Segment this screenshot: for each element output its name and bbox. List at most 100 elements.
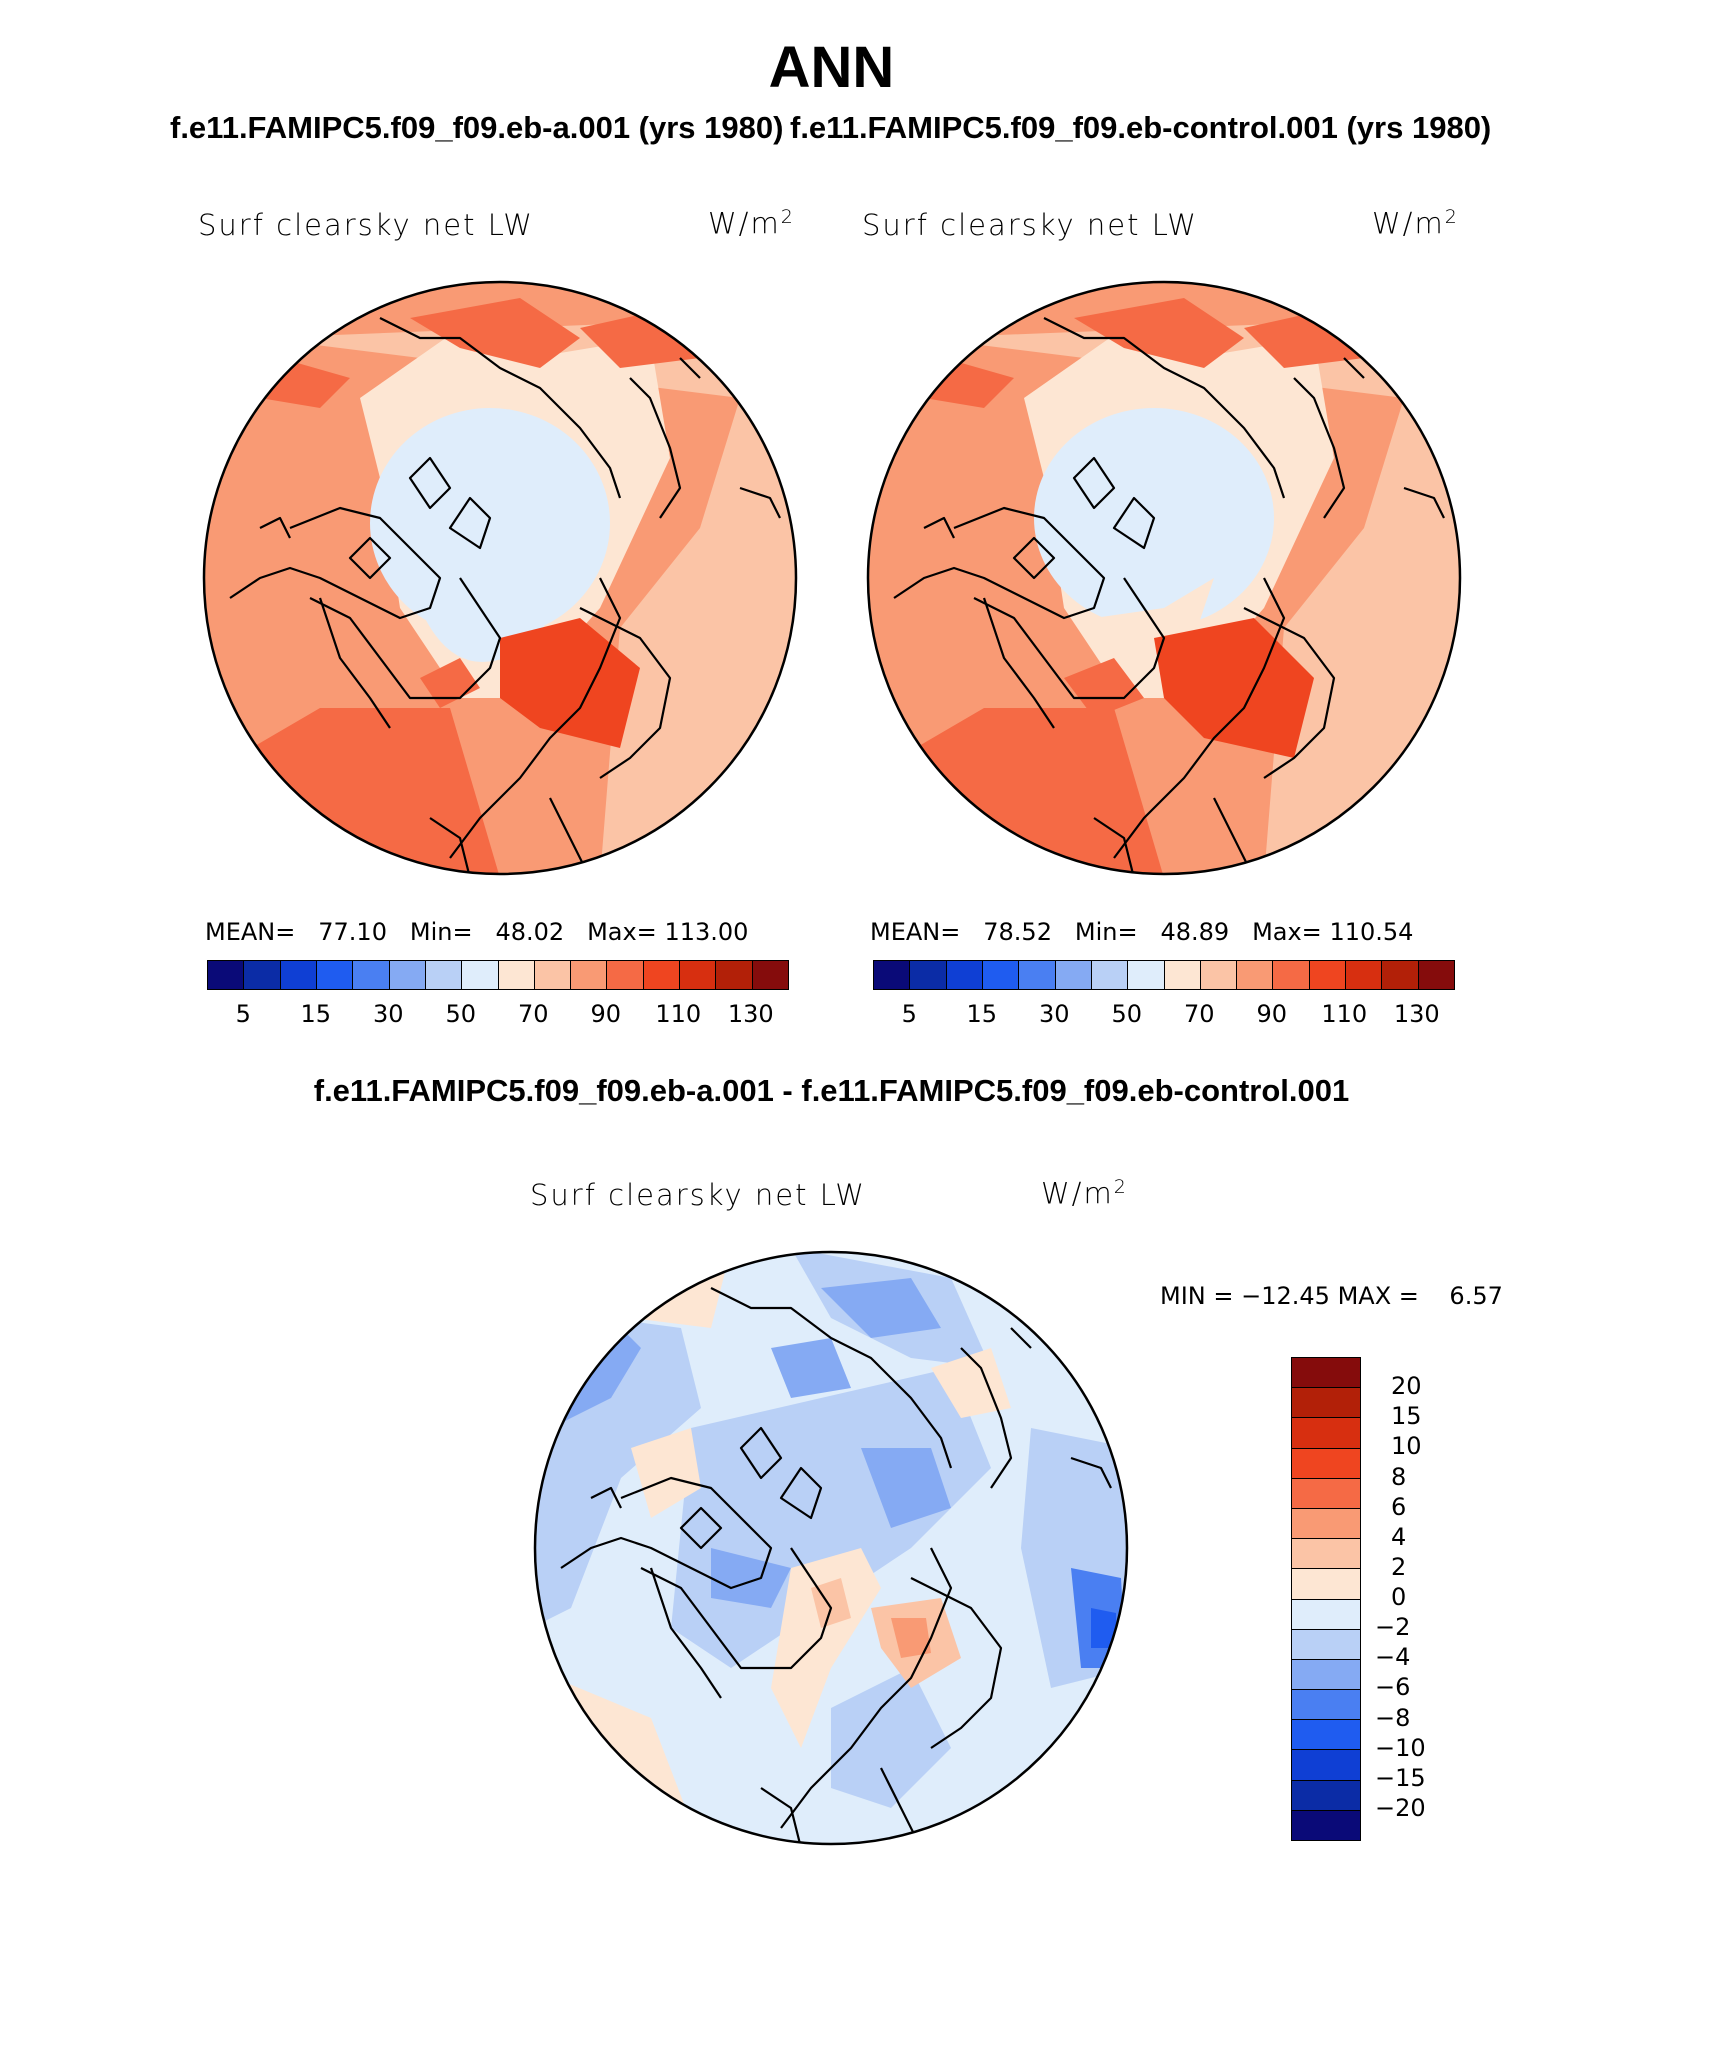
diff-colorbar-tick-label: −8 bbox=[1375, 1703, 1411, 1732]
case1-title: f.e11.FAMIPC5.f09_f09.eb-a.001 (yrs 1980… bbox=[170, 110, 784, 145]
case1-colorbar bbox=[207, 960, 789, 990]
case1-colorbar-swatch bbox=[607, 961, 644, 989]
case1-colorbar-tick-label: 70 bbox=[517, 1000, 549, 1028]
case1-unit-label: W/m2 bbox=[708, 206, 795, 241]
diff-colorbar-swatch bbox=[1292, 1659, 1360, 1691]
diff-colorbar-tick-label: 10 bbox=[1391, 1432, 1422, 1461]
case1-colorbar-tick-label: 110 bbox=[655, 1000, 702, 1028]
case2-colorbar-tick-label: 130 bbox=[1393, 1000, 1440, 1028]
diff-colorbar-tick-label: 15 bbox=[1391, 1402, 1422, 1431]
case2-stats: MEAN= 78.52 Min= 48.89 Max= 110.54 bbox=[870, 918, 1414, 946]
case2-colorbar-ticks: 5 15 30 50 70 90 110 130 bbox=[873, 1000, 1453, 1030]
diff-colorbar-swatch bbox=[1292, 1569, 1360, 1600]
case2-colorbar-swatch bbox=[874, 961, 911, 989]
diff-unit-label: W/m2 bbox=[1041, 1176, 1128, 1211]
diff-colorbar-tick-label: −10 bbox=[1375, 1733, 1426, 1762]
diff-colorbar-tick-label: −2 bbox=[1375, 1613, 1411, 1642]
diff-polar-map bbox=[533, 1250, 1129, 1846]
diff-colorbar-tick-label: 2 bbox=[1391, 1552, 1407, 1581]
case2-colorbar-swatch bbox=[1418, 961, 1454, 989]
case1-colorbar-swatch bbox=[208, 961, 245, 989]
case1-colorbar-swatch bbox=[316, 961, 354, 989]
diff-variable-label: Surf clearsky net LW bbox=[530, 1178, 866, 1212]
diff-stats: MIN = −12.45 MAX = 6.57 bbox=[1160, 1282, 1503, 1310]
case2-colorbar-tick-label: 90 bbox=[1256, 1000, 1288, 1028]
case2-colorbar-swatch bbox=[1382, 961, 1419, 989]
diff-colorbar-swatch bbox=[1292, 1508, 1360, 1540]
case1-stats: MEAN= 77.10 Min= 48.02 Max= 113.00 bbox=[205, 918, 749, 946]
case1-colorbar-swatch bbox=[534, 961, 572, 989]
case1-colorbar-tick-label: 15 bbox=[300, 1000, 332, 1028]
case1-colorbar-swatch bbox=[280, 961, 317, 989]
diff-colorbar-swatch bbox=[1292, 1629, 1360, 1660]
case1-colorbar-swatch bbox=[389, 961, 426, 989]
case1-colorbar-swatch bbox=[571, 961, 608, 989]
diff-colorbar-swatch bbox=[1292, 1780, 1360, 1811]
case1-colorbar-swatch bbox=[643, 961, 681, 989]
case1-colorbar-swatch bbox=[680, 961, 717, 989]
diff-colorbar-swatch bbox=[1292, 1599, 1360, 1630]
diff-colorbar-tick-label: 0 bbox=[1391, 1583, 1407, 1611]
case1-colorbar-tick-label: 30 bbox=[372, 1000, 404, 1028]
case2-colorbar-swatch bbox=[1237, 961, 1274, 989]
case2-colorbar-swatch bbox=[946, 961, 983, 989]
case1-colorbar-tick-label: 50 bbox=[445, 1000, 477, 1028]
diff-colorbar-tick-label: −6 bbox=[1375, 1673, 1411, 1702]
diff-colorbar-swatch bbox=[1292, 1720, 1360, 1751]
case2-colorbar-swatch bbox=[1273, 961, 1310, 989]
case2-colorbar-swatch bbox=[1346, 961, 1383, 989]
case2-colorbar-tick-label: 110 bbox=[1321, 1000, 1368, 1028]
diff-colorbar-tick-label: −15 bbox=[1375, 1763, 1426, 1792]
case2-colorbar-swatch bbox=[1091, 961, 1129, 989]
case2-colorbar-swatch bbox=[1200, 961, 1238, 989]
case1-colorbar-tick-label: 130 bbox=[727, 1000, 774, 1028]
case1-polar-map bbox=[202, 280, 798, 876]
case2-colorbar-tick-label: 5 bbox=[901, 1000, 917, 1028]
diff-colorbar-tick-label: −20 bbox=[1375, 1793, 1426, 1822]
case2-colorbar-swatch bbox=[1164, 961, 1201, 989]
case1-colorbar-swatch bbox=[716, 961, 753, 989]
case2-colorbar-tick-label: 30 bbox=[1038, 1000, 1070, 1028]
diff-colorbar-tick-label: 20 bbox=[1391, 1372, 1422, 1401]
diff-colorbar-swatch bbox=[1292, 1418, 1360, 1449]
case2-variable-label: Surf clearsky net LW bbox=[862, 208, 1198, 242]
case2-colorbar-tick-label: 70 bbox=[1183, 1000, 1215, 1028]
case1-variable-label: Surf clearsky net LW bbox=[198, 208, 534, 242]
case2-colorbar-swatch bbox=[910, 961, 947, 989]
case2-colorbar bbox=[873, 960, 1455, 990]
diff-colorbar-tick-label: −4 bbox=[1375, 1643, 1411, 1672]
diff-colorbar-tick-label: 6 bbox=[1391, 1492, 1407, 1521]
case1-colorbar-tick-label: 5 bbox=[235, 1000, 251, 1028]
case2-colorbar-tick-label: 50 bbox=[1111, 1000, 1143, 1028]
case1-colorbar-swatch bbox=[353, 961, 390, 989]
diff-colorbar-swatch bbox=[1292, 1810, 1360, 1840]
case2-unit-label: W/m2 bbox=[1372, 206, 1459, 241]
case2-polar-map bbox=[866, 280, 1462, 876]
diff-colorbar-swatch bbox=[1292, 1358, 1360, 1389]
case2-colorbar-tick-label: 15 bbox=[966, 1000, 998, 1028]
case2-colorbar-swatch bbox=[1055, 961, 1092, 989]
case1-colorbar-swatch bbox=[425, 961, 463, 989]
case2-colorbar-swatch bbox=[1019, 961, 1056, 989]
diff-colorbar-swatch bbox=[1292, 1448, 1360, 1479]
case1-colorbar-ticks: 5 15 30 50 70 90 110 130 bbox=[207, 1000, 787, 1030]
case2-title: f.e11.FAMIPC5.f09_f09.eb-control.001 (yr… bbox=[790, 110, 1492, 145]
diff-colorbar-swatch bbox=[1292, 1388, 1360, 1419]
diff-colorbar-swatch bbox=[1292, 1539, 1360, 1570]
page-title: ANN bbox=[768, 35, 895, 100]
case2-colorbar-swatch bbox=[982, 961, 1020, 989]
case2-colorbar-swatch bbox=[1128, 961, 1165, 989]
case1-colorbar-swatch bbox=[752, 961, 788, 989]
diff-colorbar-swatch bbox=[1292, 1750, 1360, 1781]
diff-colorbar-swatch bbox=[1292, 1690, 1360, 1721]
case1-colorbar-tick-label: 90 bbox=[590, 1000, 622, 1028]
case2-colorbar-swatch bbox=[1309, 961, 1347, 989]
case1-colorbar-swatch bbox=[244, 961, 281, 989]
diff-colorbar-ticks: 20 15 10 8 6 4 2 0 −2 −4 −6 −8 −10 −15 −20 bbox=[1375, 1357, 1455, 1839]
diff-colorbar bbox=[1291, 1357, 1361, 1841]
diff-colorbar-tick-label: 8 bbox=[1391, 1462, 1407, 1491]
diff-title: f.e11.FAMIPC5.f09_f09.eb-a.001 - f.e11.F… bbox=[313, 1073, 1350, 1108]
case1-colorbar-swatch bbox=[498, 961, 535, 989]
case1-colorbar-swatch bbox=[462, 961, 499, 989]
diff-colorbar-tick-label: 4 bbox=[1391, 1522, 1407, 1551]
